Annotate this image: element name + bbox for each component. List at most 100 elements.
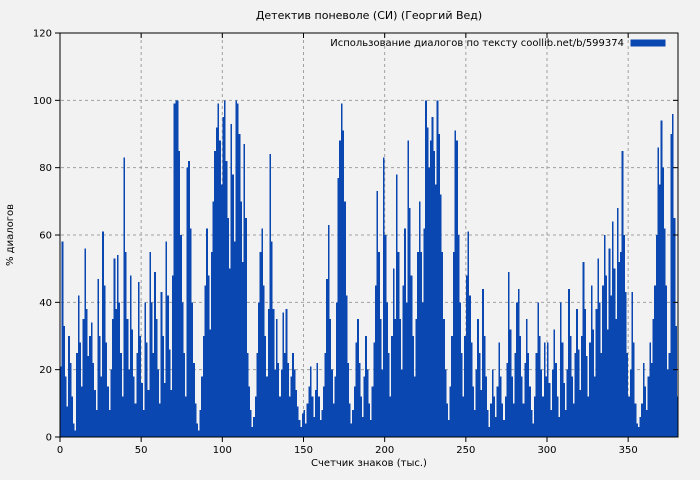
axes bbox=[55, 32, 679, 442]
bar bbox=[387, 352, 390, 437]
bar bbox=[85, 309, 88, 437]
bar bbox=[76, 352, 78, 437]
bar bbox=[128, 369, 130, 437]
bar bbox=[340, 103, 343, 437]
bar bbox=[339, 140, 341, 437]
bar bbox=[233, 241, 236, 437]
bar bbox=[162, 336, 164, 437]
bar bbox=[443, 319, 445, 437]
bar bbox=[472, 386, 475, 437]
bar bbox=[327, 224, 330, 437]
bar bbox=[186, 167, 189, 437]
bar bbox=[92, 362, 95, 437]
bar bbox=[149, 251, 151, 437]
bar bbox=[491, 369, 494, 437]
bar bbox=[480, 389, 483, 437]
bar bbox=[571, 376, 574, 437]
x-tick-label: 300 bbox=[537, 445, 556, 456]
bar bbox=[423, 228, 426, 437]
bar bbox=[105, 342, 108, 437]
bar bbox=[285, 309, 288, 437]
bar bbox=[506, 362, 509, 437]
bar bbox=[493, 396, 496, 437]
bar bbox=[309, 366, 312, 437]
bar bbox=[595, 309, 598, 437]
bar bbox=[275, 319, 278, 437]
bar bbox=[534, 396, 536, 437]
bar bbox=[249, 410, 252, 437]
bar bbox=[311, 396, 314, 437]
bar bbox=[139, 336, 142, 437]
bar bbox=[563, 383, 565, 437]
bar bbox=[269, 154, 272, 437]
bar bbox=[79, 342, 82, 437]
bar bbox=[214, 150, 216, 438]
bar bbox=[318, 396, 320, 437]
bar bbox=[396, 174, 398, 437]
bar bbox=[293, 369, 296, 437]
bar bbox=[71, 396, 74, 437]
bar bbox=[358, 362, 361, 437]
x-tick-label: 250 bbox=[456, 445, 475, 456]
bar bbox=[503, 420, 505, 437]
bar bbox=[184, 396, 187, 437]
bar bbox=[261, 228, 263, 437]
bar bbox=[337, 177, 340, 437]
bar bbox=[629, 369, 632, 437]
bar bbox=[316, 362, 319, 437]
bar bbox=[470, 342, 473, 437]
bar bbox=[551, 369, 554, 437]
bar bbox=[376, 191, 379, 437]
bar bbox=[334, 376, 337, 437]
bar bbox=[589, 342, 591, 437]
bar bbox=[193, 362, 195, 437]
bar bbox=[129, 275, 132, 437]
bar bbox=[436, 100, 439, 437]
bar bbox=[370, 420, 372, 437]
bar bbox=[245, 218, 247, 437]
bar bbox=[361, 416, 364, 437]
bar bbox=[355, 342, 358, 437]
bar bbox=[103, 285, 106, 437]
y-axis-label: % диалогов bbox=[5, 204, 16, 266]
bar bbox=[344, 201, 346, 437]
bar bbox=[150, 302, 153, 437]
y-tick-label: 20 bbox=[39, 365, 52, 376]
bar bbox=[579, 389, 582, 437]
bar bbox=[652, 319, 655, 437]
bar bbox=[459, 302, 462, 437]
bar bbox=[447, 420, 450, 437]
bar bbox=[642, 362, 645, 437]
bar bbox=[123, 157, 126, 438]
bar bbox=[220, 184, 223, 437]
bar bbox=[248, 386, 251, 437]
bar bbox=[201, 376, 203, 437]
bar bbox=[227, 218, 229, 437]
bar bbox=[569, 336, 572, 437]
x-tick-label: 350 bbox=[619, 445, 638, 456]
bar bbox=[94, 389, 96, 437]
bar bbox=[61, 241, 64, 437]
bar bbox=[87, 356, 90, 437]
bar bbox=[475, 369, 478, 437]
bar bbox=[637, 426, 640, 437]
bar bbox=[189, 228, 192, 437]
bar bbox=[342, 130, 345, 437]
bar bbox=[215, 127, 218, 438]
bar bbox=[225, 160, 228, 437]
bar bbox=[422, 302, 424, 437]
bar bbox=[675, 325, 677, 437]
bar bbox=[452, 251, 455, 437]
bar bbox=[631, 292, 634, 437]
bar bbox=[477, 319, 479, 437]
bar bbox=[413, 376, 416, 437]
bar bbox=[641, 403, 643, 437]
bar bbox=[332, 403, 335, 437]
bar bbox=[607, 329, 609, 437]
y-tick-label: 100 bbox=[33, 96, 52, 107]
bar bbox=[141, 383, 143, 437]
bar bbox=[514, 352, 517, 437]
bar bbox=[496, 386, 499, 437]
bar bbox=[324, 352, 327, 437]
bar bbox=[469, 295, 471, 437]
